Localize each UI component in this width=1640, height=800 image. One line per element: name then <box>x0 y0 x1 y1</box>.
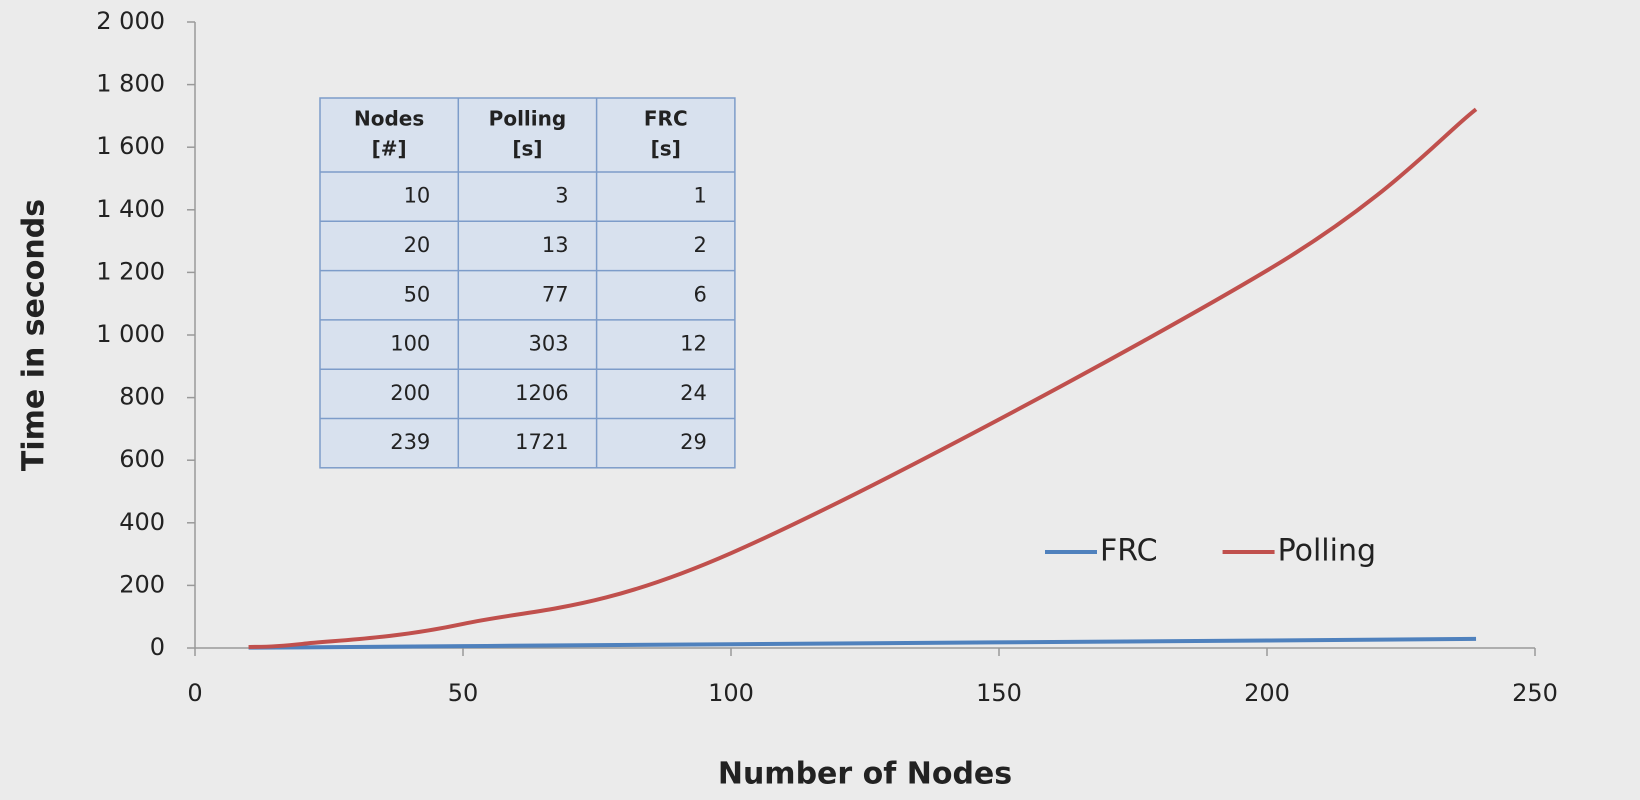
table-cell: 12 <box>680 332 707 356</box>
table-cell: 77 <box>542 282 569 306</box>
table-header: [#] <box>372 137 407 161</box>
table-cell: 1206 <box>515 381 568 405</box>
table-cell: 239 <box>390 430 430 454</box>
table-header: [s] <box>512 137 542 161</box>
table-cell: 1721 <box>515 430 568 454</box>
table-header: Nodes <box>354 107 424 131</box>
x-axis-title: Number of Nodes <box>718 757 1012 792</box>
table-background <box>319 97 736 469</box>
y-tick-label: 1 800 <box>96 70 165 98</box>
legend-label: FRC <box>1100 534 1158 569</box>
table-cell: 100 <box>390 332 430 356</box>
table-cell: 2 <box>694 233 707 257</box>
y-tick-label: 0 <box>150 633 165 661</box>
table-cell: 200 <box>390 381 430 405</box>
table-cell: 303 <box>529 332 569 356</box>
x-tick-label: 250 <box>1512 679 1558 707</box>
y-tick-label: 200 <box>119 570 165 598</box>
x-tick-label: 50 <box>448 679 479 707</box>
table-header: Polling <box>489 107 567 131</box>
x-tick-label: 200 <box>1244 679 1290 707</box>
y-tick-label: 1 000 <box>96 320 165 348</box>
y-tick-label: 600 <box>119 445 165 473</box>
table-cell: 6 <box>694 282 707 306</box>
table-cell: 10 <box>404 184 431 208</box>
data-line <box>248 636 1477 650</box>
table-header: FRC <box>644 107 688 131</box>
legend-label: Polling <box>1278 534 1376 569</box>
table-cell: 29 <box>680 430 707 454</box>
y-tick-label: 2 000 <box>96 7 165 35</box>
table-cell: 3 <box>555 184 568 208</box>
table-cell: 1 <box>694 184 707 208</box>
table-header: [s] <box>651 137 681 161</box>
data-line <box>248 107 1478 650</box>
y-tick-label: 400 <box>119 508 165 536</box>
y-tick-label: 1 400 <box>96 195 165 223</box>
y-tick-label: 800 <box>119 383 165 411</box>
y-tick-label: 1 600 <box>96 132 165 160</box>
x-tick-label: 150 <box>976 679 1022 707</box>
table-cell: 24 <box>680 381 707 405</box>
y-axis-title: Time in seconds <box>17 199 52 471</box>
table-cell: 13 <box>542 233 569 257</box>
x-tick-label: 0 <box>187 679 202 707</box>
y-tick-label: 1 200 <box>96 257 165 285</box>
table-cell: 50 <box>404 282 431 306</box>
x-tick-label: 100 <box>708 679 754 707</box>
table-cell: 20 <box>404 233 431 257</box>
